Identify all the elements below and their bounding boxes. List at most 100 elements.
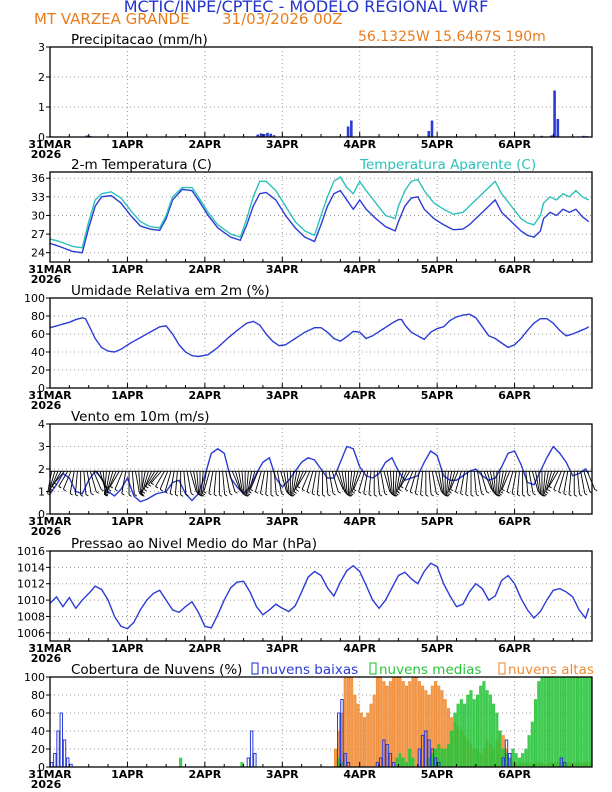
wind-barb [577, 471, 580, 495]
cloud-bar-nuvens-baixas [246, 757, 251, 768]
wind-barb [353, 471, 362, 490]
wind-barb [142, 471, 149, 492]
y-tick-label: 1012 [17, 578, 45, 591]
wind-barb [454, 471, 462, 492]
wind-barb [344, 471, 348, 495]
wind-barb [193, 471, 199, 494]
wind-barb [114, 471, 123, 490]
wind-barb [428, 471, 432, 495]
x-tick-label: 31MAR [28, 138, 72, 151]
wind-barb [222, 471, 226, 495]
x-tick-label: 4APR [343, 768, 376, 781]
precip-bar [262, 134, 266, 137]
wind-barb [201, 471, 207, 494]
x-tick-label: 1APR [111, 642, 144, 655]
wind-barb-flag [128, 494, 132, 497]
wind-barb [498, 471, 504, 494]
precip-bar [350, 120, 353, 137]
cloud-bar-nuvens-altas [411, 676, 415, 768]
wind-barb [106, 471, 114, 492]
x-tick-label: 4APR [343, 642, 376, 655]
wind-barb-flag [114, 488, 118, 492]
wind-barb [62, 471, 72, 490]
wind-barb [548, 471, 559, 487]
station-name: MT VARZEA GRANDE [34, 10, 190, 28]
series-line-temp-1 [49, 175, 590, 249]
wind-barb [254, 471, 262, 492]
y-tick-label: 4 [38, 418, 45, 431]
x-tick-label: 4APR [343, 138, 376, 151]
precip-bar [430, 120, 434, 137]
wind-barb [248, 471, 256, 492]
x-tick-label: 4APR [343, 389, 376, 402]
cloud-bar-nuvens-medias [492, 703, 496, 768]
cloud-bar-nuvens-altas [414, 676, 418, 768]
x-tick-label: 5APR [421, 138, 454, 151]
wind-barb-flag [292, 493, 296, 496]
wind-barb-flag [448, 491, 452, 494]
run-datetime: 31/03/2026 00Z [222, 10, 343, 28]
wind-barb-flag [85, 494, 89, 497]
cloud-bar-nuvens-medias [179, 757, 183, 768]
wind-barb-flag [373, 494, 377, 497]
y-tick-label: 27 [31, 228, 45, 241]
x-tick-label: 6APR [498, 389, 531, 402]
wind-barb [241, 471, 245, 495]
wind-barb-flag [281, 493, 285, 496]
x-tick-label: 1APR [111, 768, 144, 781]
cloud-bar-nuvens-medias [485, 690, 489, 768]
x-tick-label: 31MAR [28, 389, 72, 402]
wind-barb [350, 471, 356, 494]
x-tick-year: 2026 [31, 148, 62, 161]
wind-barb [276, 471, 282, 494]
x-tick-label: 3APR [266, 642, 299, 655]
x-tick-label: 1APR [111, 389, 144, 402]
x-tick-label: 6APR [498, 768, 531, 781]
wind-barb-flag [527, 494, 531, 497]
y-tick-label: 100 [24, 671, 45, 684]
y-tick-label: 0 [38, 131, 45, 144]
panel-title-temp: 2-m Temperatura (C) [71, 157, 212, 173]
cloud-bar-nuvens-medias [475, 694, 479, 768]
cloud-bar-nuvens-medias [521, 753, 525, 768]
wind-barb-flag [291, 494, 295, 497]
precip-bar [259, 133, 263, 137]
wind-barb [235, 471, 242, 492]
x-tick-year: 2026 [31, 399, 62, 412]
cloud-bar-nuvens-altas [369, 703, 373, 768]
wind-barb-flag [63, 488, 67, 492]
wind-barb-flag [202, 493, 206, 496]
cloud-bar-nuvens-altas [356, 703, 360, 768]
precip-bar [556, 119, 560, 137]
wind-barb-flag [311, 493, 315, 496]
wind-barb [493, 471, 497, 495]
wind-barb [338, 471, 346, 492]
wind-barb [473, 471, 477, 495]
chart-title: MCTIC/INPE/CPTEC - MODELO REGIONAL WRF [123, 0, 489, 16]
wind-barb-flag [317, 494, 321, 497]
wind-barb-flag [141, 494, 145, 497]
wind-barb-flag [547, 488, 551, 492]
wind-barb-flag [397, 491, 401, 494]
wind-barb-flag [398, 488, 402, 492]
cloud-bar-nuvens-medias [404, 762, 409, 768]
wind-barb [183, 471, 187, 495]
panel-frame-press [49, 550, 593, 642]
wind-barb-flag [295, 488, 299, 492]
wind-barb-flag [145, 486, 149, 489]
wind-barb-flag [200, 494, 204, 497]
y-tick-label: 36 [31, 172, 45, 185]
cloud-bar-nuvens-medias [408, 748, 412, 768]
cloud-bar-nuvens-altas [379, 676, 383, 768]
wind-barb [368, 471, 372, 495]
wind-barb-flag [219, 494, 223, 497]
legend-swatch [251, 662, 259, 675]
wind-barb [138, 471, 142, 495]
wind-barb-flag [248, 491, 252, 494]
y-tick-label: 1006 [17, 627, 45, 640]
wind-barb [398, 471, 407, 490]
precip-bar [85, 135, 89, 137]
cloud-bar-nuvens-altas [401, 681, 405, 768]
wind-barb [109, 471, 120, 487]
